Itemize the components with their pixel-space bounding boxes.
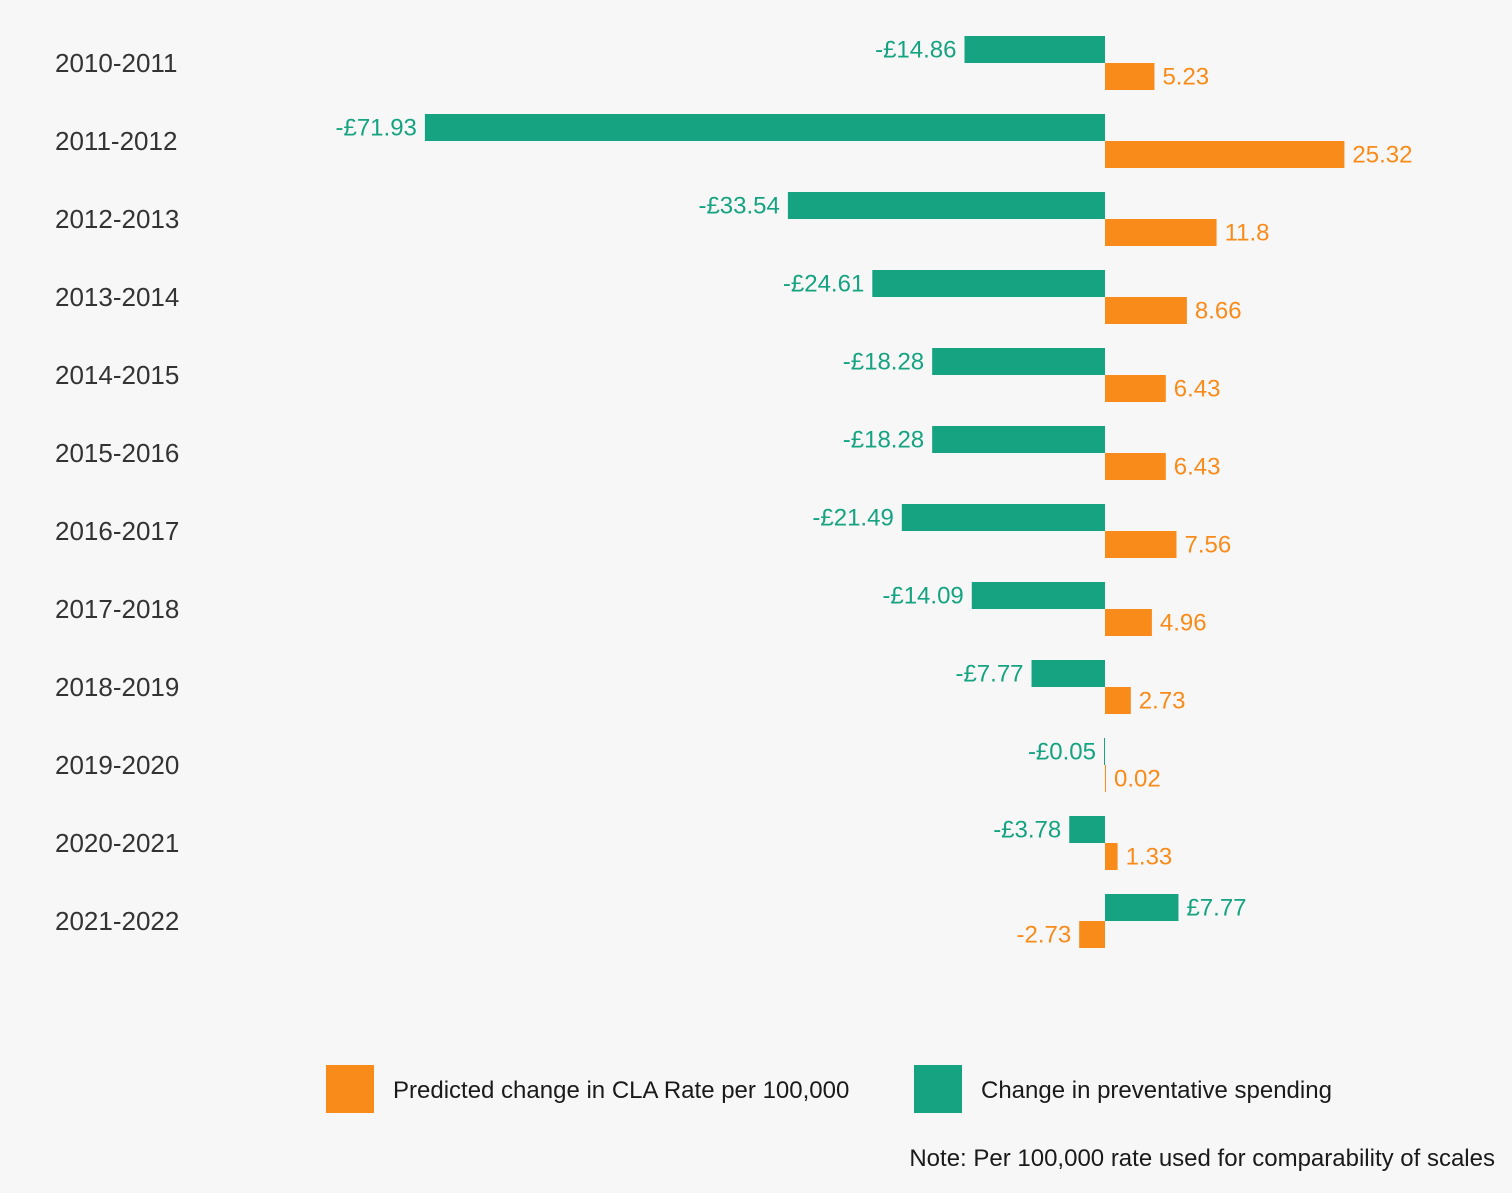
cla-rate-bar — [1105, 297, 1187, 324]
category-label: 2019-2020 — [55, 750, 179, 780]
category-label: 2016-2017 — [55, 516, 179, 546]
cla-rate-value-label: 6.43 — [1174, 376, 1221, 403]
cla-rate-value-label: 2.73 — [1139, 688, 1186, 715]
category-label: 2013-2014 — [55, 282, 179, 312]
category-label: 2020-2021 — [55, 828, 179, 858]
bars-layer: 2010-2011 -£14.86 5.23 2011-2012 -£71.93 25.3… — [55, 36, 1412, 949]
category-label: 2017-2018 — [55, 594, 179, 624]
category-label: 2010-2011 — [55, 48, 177, 78]
cla-rate-bar — [1105, 531, 1177, 558]
spending-bar — [872, 270, 1105, 297]
spending-value-label: -£24.61 — [783, 271, 864, 298]
spending-value-label: -£18.28 — [843, 427, 924, 454]
spending-bar — [1069, 816, 1105, 843]
legend: Predicted change in CLA Rate per 100,000… — [326, 1065, 1332, 1113]
cla-rate-value-label: 4.96 — [1160, 610, 1207, 637]
cla-rate-bar — [1105, 843, 1118, 870]
cla-rate-bar — [1105, 219, 1217, 246]
category-label: 2012-2013 — [55, 204, 179, 234]
spending-value-label: -£33.54 — [698, 193, 779, 220]
spending-bar — [964, 36, 1105, 63]
spending-bar — [424, 114, 1105, 141]
spending-bar — [1104, 738, 1105, 765]
cla-rate-bar — [1105, 63, 1155, 90]
cla-rate-bar — [1105, 141, 1345, 168]
cla-rate-value-label: 11.8 — [1225, 220, 1270, 247]
legend-label-preventative-spending: Change in preventative spending — [981, 1077, 1332, 1104]
category-label: 2011-2012 — [55, 126, 177, 156]
spending-value-label: -£0.05 — [1028, 739, 1096, 766]
spending-value-label: -£21.49 — [812, 505, 893, 532]
legend-swatch-cla-rate — [326, 1065, 374, 1113]
cla-rate-value-label: 1.33 — [1126, 844, 1173, 871]
spending-value-label: -£3.78 — [993, 817, 1061, 844]
spending-bar — [901, 504, 1105, 531]
category-label: 2021-2022 — [55, 906, 179, 936]
cla-rate-value-label: 6.43 — [1174, 454, 1221, 481]
cla-rate-bar — [1105, 765, 1106, 792]
spending-bar — [1031, 660, 1105, 687]
cla-rate-bar — [1105, 687, 1131, 714]
spending-value-label: -£7.77 — [955, 661, 1023, 688]
spending-bar — [971, 582, 1105, 609]
cla-rate-bar — [1105, 453, 1166, 480]
cla-rate-value-label: -2.73 — [1016, 922, 1071, 949]
cla-rate-bar — [1105, 609, 1152, 636]
category-label: 2014-2015 — [55, 360, 179, 390]
spending-value-label: -£71.93 — [335, 115, 416, 142]
legend-swatch-preventative-spending — [914, 1065, 962, 1113]
spending-bar — [932, 348, 1105, 375]
spending-value-label: -£14.09 — [882, 583, 963, 610]
cla-rate-bar — [1105, 375, 1166, 402]
cla-rate-value-label: 25.32 — [1352, 142, 1412, 169]
cla-rate-value-label: 5.23 — [1162, 64, 1209, 91]
spending-value-label: -£14.86 — [875, 37, 956, 64]
cla-rate-value-label: 7.56 — [1184, 532, 1231, 559]
spending-value-label: -£18.28 — [843, 349, 924, 376]
chart-note: Note: Per 100,000 rate used for comparab… — [909, 1145, 1495, 1172]
cla-rate-value-label: 0.02 — [1114, 766, 1161, 793]
spending-bar — [932, 426, 1105, 453]
category-label: 2015-2016 — [55, 438, 179, 468]
category-label: 2018-2019 — [55, 672, 179, 702]
spending-bar — [1105, 894, 1179, 921]
cla-rate-bar — [1079, 921, 1105, 948]
cla-rate-value-label: 8.66 — [1195, 298, 1242, 325]
spending-bar — [787, 192, 1105, 219]
spending-value-label: £7.77 — [1186, 895, 1246, 922]
legend-label-cla-rate: Predicted change in CLA Rate per 100,000 — [393, 1077, 849, 1104]
